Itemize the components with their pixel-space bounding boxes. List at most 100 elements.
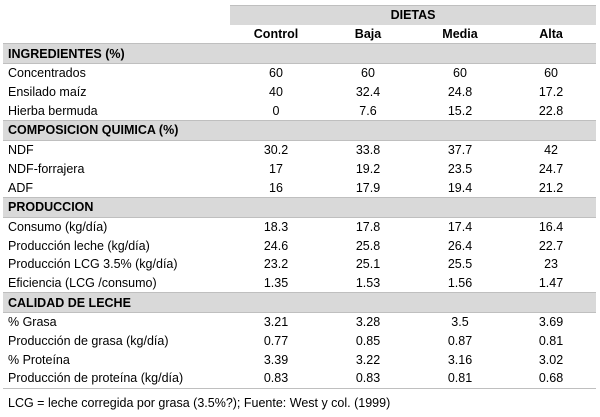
value-cell: 32.4 xyxy=(355,85,381,100)
table-row: NDF 30.2 33.8 37.7 42 xyxy=(3,140,596,159)
value-cell: 23.5 xyxy=(447,161,473,176)
section-header-row: INGREDIENTES (%) xyxy=(3,43,597,65)
value-cell: 7.6 xyxy=(359,103,377,118)
row-label: Producción LCG 3.5% (kg/día) xyxy=(8,257,178,272)
row-label: Eficiencia (LCG /consumo) xyxy=(8,275,157,290)
diet-comparison-table: DIETAS Control Baja Media Alta INGREDIEN… xyxy=(3,4,597,389)
section-title: PRODUCCION xyxy=(3,196,597,218)
row-label: Ensilado maíz xyxy=(8,85,87,100)
table-row: Producción de proteína (kg/día) 0.83 0.83 0… xyxy=(3,369,597,389)
table-row: Concentrados 60 60 60 60 xyxy=(3,64,596,83)
value-cell: 25.1 xyxy=(355,257,381,272)
value-cell: 25.8 xyxy=(355,238,381,253)
value-cell: 30.2 xyxy=(263,143,289,158)
value-cell: 42 xyxy=(544,143,558,158)
row-label: Producción de proteína (kg/día) xyxy=(3,369,230,389)
value-cell: 60 xyxy=(453,66,467,81)
table-row: Producción de grasa (kg/día) 0.77 0.85 0.87… xyxy=(3,332,596,351)
empty-label-header xyxy=(3,24,230,45)
value-cell: 40 xyxy=(269,85,283,100)
row-label: % Grasa xyxy=(8,315,57,330)
value-cell: 18.3 xyxy=(263,219,289,234)
table-row: Producción leche (kg/día) 24.6 25.8 26.4 22.… xyxy=(3,236,596,255)
row-label: % Proteína xyxy=(8,352,70,367)
value-cell: 17 xyxy=(269,161,283,176)
column-header-media: Media xyxy=(414,24,506,45)
value-cell: 24.8 xyxy=(447,85,473,100)
row-label: NDF xyxy=(8,143,34,158)
value-cell: 60 xyxy=(544,66,558,81)
empty-corner-cell xyxy=(3,6,230,25)
value-cell: 3.5 xyxy=(451,315,469,330)
value-cell: 0.87 xyxy=(447,334,473,349)
dietas-header: DIETAS xyxy=(230,4,597,25)
table-row: Consumo (kg/día) 18.3 17.8 17.4 16.4 xyxy=(3,217,596,236)
table-row: Eficiencia (LCG /consumo) 1.35 1.53 1.56 1.4… xyxy=(3,274,596,293)
value-cell: 24.7 xyxy=(538,161,564,176)
value-cell: 17.2 xyxy=(538,85,564,100)
column-header-baja: Baja xyxy=(322,24,414,45)
column-header-alta: Alta xyxy=(506,24,597,45)
value-cell: 0.81 xyxy=(538,334,564,349)
table-row: Hierba bermuda 0 7.6 15.2 22.8 xyxy=(3,101,596,120)
row-label: Hierba bermuda xyxy=(8,103,98,118)
value-cell: 16 xyxy=(269,180,283,195)
value-cell: 19.2 xyxy=(355,161,381,176)
section-title: CALIDAD DE LECHE xyxy=(3,292,597,313)
row-label: Producción leche (kg/día) xyxy=(8,238,150,253)
column-header-control: Control xyxy=(230,24,322,45)
value-cell: 17.8 xyxy=(355,219,381,234)
section-header-row: COMPOSICION QUIMICA (%) xyxy=(3,120,597,141)
value-cell: 22.8 xyxy=(538,103,564,118)
value-cell: 16.4 xyxy=(538,219,564,234)
value-cell: 37.7 xyxy=(447,143,473,158)
value-cell: 25.5 xyxy=(447,257,473,272)
value-cell: 15.2 xyxy=(447,103,473,118)
value-cell: 0.85 xyxy=(355,334,381,349)
value-cell: 33.8 xyxy=(355,143,381,158)
value-cell: 23.2 xyxy=(263,257,289,272)
column-header-row: Control Baja Media Alta xyxy=(3,24,597,45)
value-cell: 26.4 xyxy=(447,238,473,253)
value-cell: 17.4 xyxy=(447,219,473,234)
value-cell: 0.83 xyxy=(322,369,414,389)
value-cell: 1.53 xyxy=(355,275,381,290)
table-row: % Proteína 3.39 3.22 3.16 3.02 xyxy=(3,350,596,369)
value-cell: 17.9 xyxy=(355,180,381,195)
row-label: Producción de grasa (kg/día) xyxy=(8,334,169,349)
value-cell: 0.81 xyxy=(414,369,506,389)
value-cell: 0.77 xyxy=(263,334,289,349)
value-cell: 3.28 xyxy=(355,315,381,330)
row-label: Consumo (kg/día) xyxy=(8,219,108,234)
section-header-row: CALIDAD DE LECHE xyxy=(3,292,597,313)
value-cell: 1.35 xyxy=(263,275,289,290)
value-cell: 60 xyxy=(361,66,375,81)
footnote: LCG = leche corregida por grasa (3.5%?);… xyxy=(8,395,391,410)
value-cell: 19.4 xyxy=(447,180,473,195)
value-cell: 1.47 xyxy=(538,275,564,290)
table-row: Ensilado maíz 40 32.4 24.8 17.2 xyxy=(3,83,596,102)
value-cell: 22.7 xyxy=(538,238,564,253)
row-label: NDF-forrajera xyxy=(8,161,85,176)
value-cell: 3.16 xyxy=(447,352,473,367)
section-title: INGREDIENTES (%) xyxy=(3,43,597,65)
section-header-row: PRODUCCION xyxy=(3,196,597,218)
section-title: COMPOSICION QUIMICA (%) xyxy=(3,120,597,141)
table-row: Producción LCG 3.5% (kg/día) 23.2 25.1 25.5… xyxy=(3,255,596,274)
table-row: NDF-forrajera 17 19.2 23.5 24.7 xyxy=(3,160,596,179)
value-cell: 3.21 xyxy=(263,315,289,330)
group-header-row: DIETAS xyxy=(3,4,597,25)
value-cell: 3.69 xyxy=(538,315,564,330)
value-cell: 21.2 xyxy=(538,180,564,195)
value-cell: 3.22 xyxy=(355,352,381,367)
value-cell: 0.68 xyxy=(506,369,597,389)
value-cell: 0.83 xyxy=(230,369,322,389)
table-row: % Grasa 3.21 3.28 3.5 3.69 xyxy=(3,313,596,332)
value-cell: 24.6 xyxy=(263,238,289,253)
row-label: ADF xyxy=(8,180,33,195)
value-cell: 3.39 xyxy=(263,352,289,367)
diet-table-container: DIETAS Control Baja Media Alta INGREDIEN… xyxy=(3,4,597,411)
value-cell: 1.56 xyxy=(447,275,473,290)
value-cell: 60 xyxy=(269,66,283,81)
value-cell: 3.02 xyxy=(538,352,564,367)
